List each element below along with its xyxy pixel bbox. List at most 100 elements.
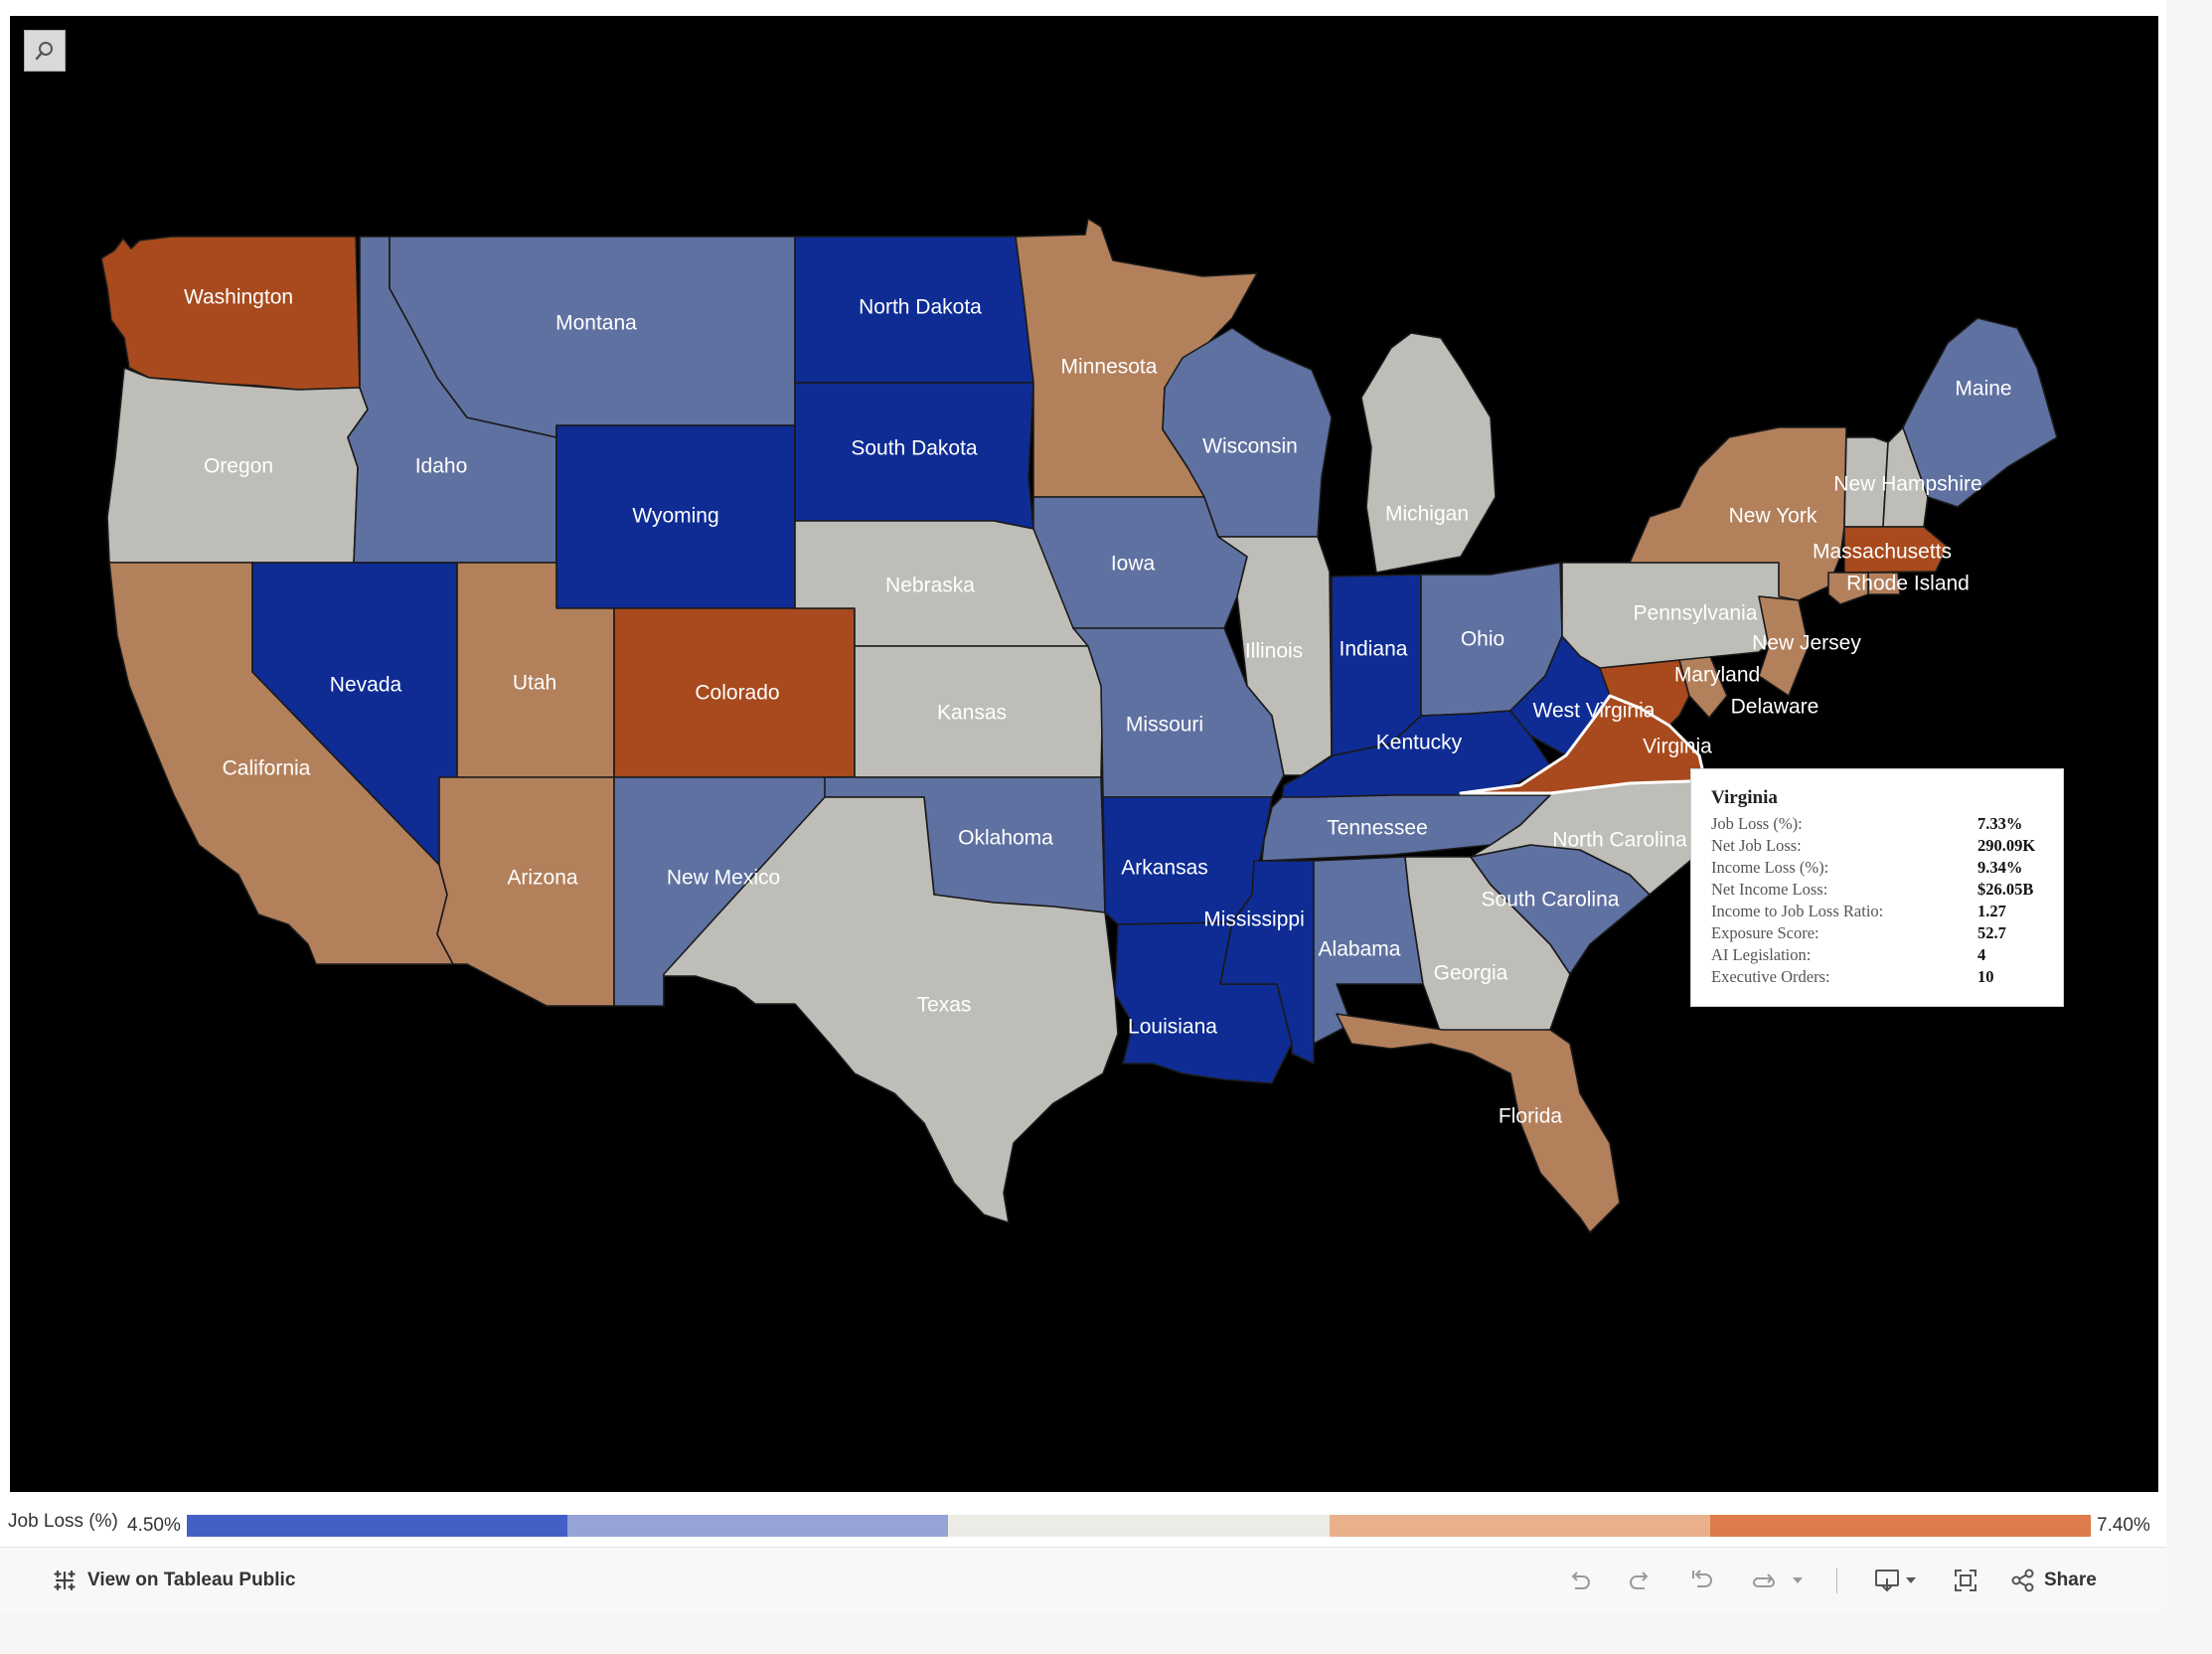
toolbar-icons: Share bbox=[1562, 1564, 2097, 1597]
state-label-nevada: Nevada bbox=[330, 674, 402, 697]
redo-icon[interactable] bbox=[1624, 1564, 1658, 1597]
color-legend: Job Loss (%) 4.50% 7.40% bbox=[0, 1511, 2166, 1541]
state-label-wyoming: Wyoming bbox=[632, 505, 718, 528]
tooltip-row: Net Income Loss: $26.05B bbox=[1711, 879, 2043, 901]
viz-toolbar: View on Tableau Public bbox=[0, 1547, 2166, 1613]
state-label-iowa: Iowa bbox=[1111, 553, 1156, 576]
state-label-alabama: Alabama bbox=[1319, 938, 1401, 961]
legend-min-label: 4.50% bbox=[127, 1515, 181, 1536]
state-label-wisconsin: Wisconsin bbox=[1202, 435, 1298, 458]
tooltip-rows: Job Loss (%): 7.33% Net Job Loss: 290.09K In… bbox=[1711, 813, 2043, 988]
state-label-michigan: Michigan bbox=[1385, 503, 1469, 526]
tooltip-row-value: 10 bbox=[1977, 967, 1994, 986]
state-illinois[interactable] bbox=[1217, 536, 1333, 776]
share-button[interactable]: Share bbox=[2010, 1568, 2097, 1593]
state-florida[interactable] bbox=[1336, 1013, 1621, 1234]
state-label-maine: Maine bbox=[1955, 378, 2011, 401]
state-label-minnesota: Minnesota bbox=[1061, 356, 1158, 379]
state-label-new-jersey: New Jersey bbox=[1752, 632, 1861, 655]
state-label-kentucky: Kentucky bbox=[1376, 732, 1463, 754]
state-missouri[interactable] bbox=[1072, 627, 1285, 798]
tooltip-row-value: 4 bbox=[1977, 945, 1986, 964]
share-label: Share bbox=[2044, 1570, 2097, 1590]
state-label-tennessee: Tennessee bbox=[1327, 817, 1428, 840]
state-arizona[interactable] bbox=[436, 776, 615, 1007]
tooltip-row-label: Net Job Loss: bbox=[1711, 836, 1802, 855]
legend-color-segment bbox=[948, 1515, 1330, 1537]
state-label-oregon: Oregon bbox=[204, 455, 273, 478]
legend-color-segment bbox=[1329, 1515, 1710, 1537]
fullscreen-icon[interactable] bbox=[1949, 1564, 1982, 1597]
tooltip-row-label: AI Legislation: bbox=[1711, 945, 1812, 964]
state-label-new-hampshire: New Hampshire bbox=[1833, 473, 1981, 496]
legend-color-ramp bbox=[187, 1515, 2092, 1537]
map-search-button[interactable] bbox=[24, 30, 66, 72]
dropdown-icon[interactable] bbox=[1787, 1564, 1809, 1597]
tooltip-row-value: 9.34% bbox=[1977, 858, 2023, 877]
state-label-massachusetts: Massachusetts bbox=[1813, 541, 1952, 564]
search-icon bbox=[35, 42, 53, 61]
tooltip-row-label: Net Income Loss: bbox=[1711, 880, 1828, 899]
state-label-montana: Montana bbox=[555, 312, 637, 335]
tooltip-row-label: Executive Orders: bbox=[1711, 967, 1830, 986]
tooltip-row: Exposure Score: 52.7 bbox=[1711, 922, 2043, 944]
viz-frame: Washington Oregon California Idaho Nevada Mon… bbox=[0, 16, 2166, 1593]
state-massachusetts[interactable] bbox=[1843, 526, 1949, 574]
state-virginia[interactable] bbox=[1459, 694, 1707, 795]
state-label-colorado: Colorado bbox=[695, 682, 779, 705]
state-michigan[interactable] bbox=[1360, 332, 1497, 574]
state-new-hampshire[interactable] bbox=[1882, 426, 1929, 528]
state-wisconsin[interactable] bbox=[1162, 327, 1333, 538]
download-icon[interactable] bbox=[1871, 1564, 1921, 1597]
view-on-tableau-public-link[interactable]: View on Tableau Public bbox=[52, 1568, 295, 1593]
tooltip-row: AI Legislation: 4 bbox=[1711, 944, 2043, 966]
state-label-north-dakota: North Dakota bbox=[859, 296, 982, 319]
state-labels: Washington Oregon California Idaho Nevada Mon… bbox=[184, 286, 2012, 1128]
state-label-arkansas: Arkansas bbox=[1121, 857, 1208, 880]
state-connecticut[interactable] bbox=[1827, 572, 1869, 605]
tooltip-row: Income to Job Loss Ratio: 1.27 bbox=[1711, 901, 2043, 922]
state-label-delaware: Delaware bbox=[1731, 696, 1819, 719]
tooltip-row-value: 7.33% bbox=[1977, 814, 2023, 833]
view-on-tableau-public-label: View on Tableau Public bbox=[87, 1570, 296, 1590]
tooltip-title: Virginia bbox=[1711, 787, 1778, 808]
state-label-kansas: Kansas bbox=[937, 702, 1007, 725]
state-label-new-mexico: New Mexico bbox=[667, 867, 780, 890]
state-label-new-york: New York bbox=[1729, 505, 1817, 528]
tooltip-row-value: 1.27 bbox=[1977, 902, 2006, 920]
state-tooltip: Virginia Job Loss (%): 7.33% Net Job Loss:… bbox=[1690, 768, 2064, 1007]
state-label-west-virginia: West Virginia bbox=[1533, 700, 1656, 723]
tooltip-row-value: 52.7 bbox=[1977, 923, 2006, 942]
state-label-pennsylvania: Pennsylvania bbox=[1634, 602, 1758, 625]
us-choropleth-map[interactable]: Washington Oregon California Idaho Nevada Mon… bbox=[10, 16, 2158, 1492]
map-area[interactable]: Washington Oregon California Idaho Nevada Mon… bbox=[10, 16, 2158, 1492]
state-label-rhode-island: Rhode Island bbox=[1846, 573, 1970, 595]
refresh-icon[interactable] bbox=[1747, 1564, 1781, 1597]
tooltip-row-label: Income Loss (%): bbox=[1711, 858, 1829, 877]
state-maine[interactable] bbox=[1902, 317, 2058, 508]
state-washington[interactable] bbox=[100, 236, 361, 391]
state-label-texas: Texas bbox=[917, 994, 972, 1017]
state-label-south-carolina: South Carolina bbox=[1482, 889, 1620, 911]
state-label-georgia: Georgia bbox=[1434, 962, 1508, 985]
state-label-utah: Utah bbox=[513, 672, 556, 695]
tooltip-row: Income Loss (%): 9.34% bbox=[1711, 857, 2043, 879]
state-texas[interactable] bbox=[663, 796, 1119, 1224]
tooltip-row-label: Job Loss (%): bbox=[1711, 814, 1803, 833]
state-label-idaho: Idaho bbox=[415, 455, 468, 478]
state-label-washington: Washington bbox=[184, 286, 293, 309]
state-shapes bbox=[100, 218, 2058, 1234]
legend-title: Job Loss (%) bbox=[8, 1511, 118, 1532]
legend-color-segment bbox=[1709, 1515, 2092, 1537]
tooltip-row-label: Income to Job Loss Ratio: bbox=[1711, 902, 1884, 920]
state-label-california: California bbox=[223, 757, 311, 780]
state-label-maryland: Maryland bbox=[1674, 664, 1760, 687]
state-label-oklahoma: Oklahoma bbox=[958, 827, 1053, 850]
tooltip-row-value: $26.05B bbox=[1977, 880, 2034, 899]
revert-icon[interactable] bbox=[1685, 1564, 1719, 1597]
state-label-indiana: Indiana bbox=[1340, 638, 1408, 661]
toolbar-divider bbox=[1836, 1568, 1837, 1593]
undo-icon[interactable] bbox=[1562, 1564, 1596, 1597]
legend-color-segment bbox=[187, 1515, 568, 1537]
tooltip-row: Executive Orders: 10 bbox=[1711, 966, 2043, 988]
